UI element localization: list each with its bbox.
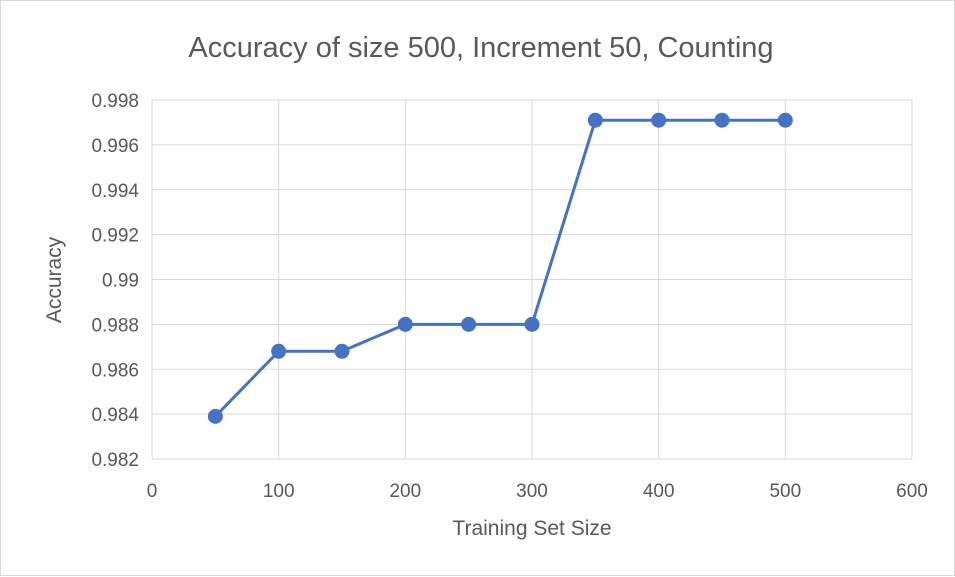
x-tick-label: 500: [769, 481, 801, 502]
data-point: [207, 408, 223, 424]
data-point: [714, 112, 730, 128]
data-point: [271, 343, 287, 359]
x-tick-label: 200: [389, 481, 421, 502]
data-point: [334, 343, 350, 359]
x-tick-label: 100: [263, 481, 295, 502]
series-layer: [207, 112, 793, 424]
y-tick-label: 0.982: [91, 450, 139, 471]
data-point: [587, 112, 603, 128]
chart-title: Accuracy of size 500, Increment 50, Coun…: [188, 32, 773, 64]
y-tick-label: 0.988: [91, 315, 139, 336]
data-point: [777, 112, 793, 128]
y-tick-label: 0.998: [91, 91, 139, 112]
y-tick-label: 0.996: [91, 136, 139, 157]
data-point: [397, 316, 413, 332]
grid-lines: [151, 99, 913, 460]
y-tick-label: 0.992: [91, 226, 139, 247]
x-tick-label: 600: [896, 481, 928, 502]
x-axis-label: Training Set Size: [452, 517, 611, 540]
x-tick-label: 400: [643, 481, 675, 502]
series-line: [214, 118, 786, 418]
y-axis-label: Accuracy: [43, 236, 66, 323]
x-tick-label: 300: [516, 481, 548, 502]
y-tick-label: 0.984: [91, 405, 139, 426]
y-axis-ticks: 0.982 0.984 0.986 0.988 0.99 0.992 0.994 0.996 0…: [91, 91, 139, 471]
y-tick-label: 0.99: [102, 271, 139, 292]
y-tick-label: 0.986: [91, 360, 139, 381]
data-point: [651, 112, 667, 128]
data-point: [461, 316, 477, 332]
y-tick-label: 0.994: [91, 181, 139, 202]
x-tick-label: 0: [147, 481, 158, 502]
x-axis-ticks: 0 100 200 300 400 500 600: [147, 481, 928, 502]
data-point: [524, 316, 540, 332]
